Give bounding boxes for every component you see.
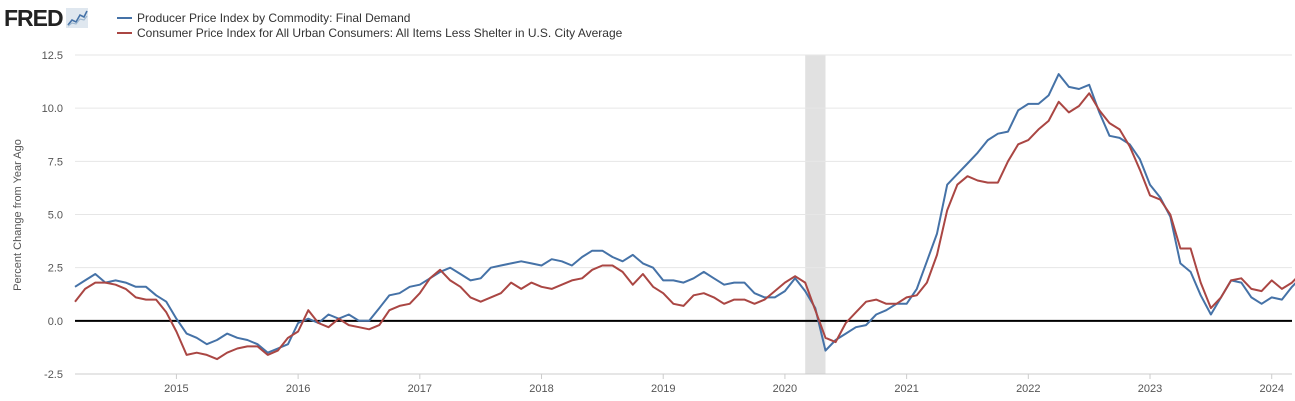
y-tick-label: 5.0	[48, 210, 63, 222]
legend-item-ppi[interactable]: Producer Price Index by Commodity: Final…	[117, 10, 622, 25]
x-tick-label: 2016	[286, 383, 310, 395]
series-line-cpi-less-shelter	[74, 92, 1295, 361]
fred-logo[interactable]: FRED	[4, 5, 88, 31]
y-axis: 12.5 10.0 7.5 5.0 2.5 0.0 -2.5	[42, 50, 63, 381]
series-layer	[74, 73, 1295, 361]
x-tick-label: 2019	[651, 383, 675, 395]
legend-swatch-ppi	[117, 16, 132, 19]
x-tick-label: 2017	[408, 383, 432, 395]
y-tick-label: 0.0	[48, 316, 63, 328]
y-tick-label: 2.5	[48, 263, 63, 275]
x-tick-label: 2020	[773, 383, 797, 395]
legend-label-ppi: Producer Price Index by Commodity: Final…	[137, 10, 411, 25]
legend-label-cpi: Consumer Price Index for All Urban Consu…	[137, 25, 623, 40]
chart-line-icon	[65, 8, 88, 28]
y-tick-label: 7.5	[48, 156, 63, 168]
legend-item-cpi[interactable]: Consumer Price Index for All Urban Consu…	[117, 25, 622, 40]
legend: Producer Price Index by Commodity: Final…	[117, 10, 622, 40]
x-tick-label: 2021	[894, 383, 918, 395]
x-tick-label: 2015	[164, 383, 188, 395]
x-tick-label: 2023	[1138, 383, 1162, 395]
x-tick-label: 2024	[1259, 383, 1283, 395]
x-tick-label: 2022	[1016, 383, 1040, 395]
x-tick-label: 2018	[529, 383, 553, 395]
legend-swatch-cpi	[117, 31, 132, 34]
y-tick-label: 12.5	[42, 50, 63, 62]
y-tick-label: -2.5	[44, 369, 63, 381]
x-axis: 2015 2016 2017 2018 2019 2020 2021 2022 2023 2024	[75, 373, 1292, 395]
y-axis-label: Percent Change from Year Ago	[12, 139, 24, 291]
y-tick-label: 10.0	[42, 103, 63, 115]
chart-header: FRED Producer Price Index by Commodity: …	[0, 0, 1295, 48]
logo-text: FRED	[4, 4, 64, 31]
